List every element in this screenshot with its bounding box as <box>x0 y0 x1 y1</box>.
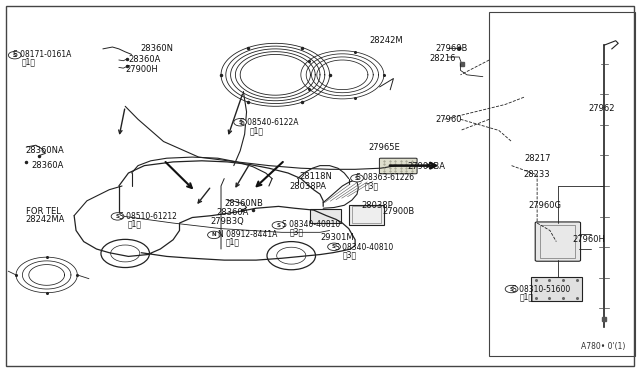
Text: 27960G: 27960G <box>528 201 561 210</box>
Text: S 08340-40810: S 08340-40810 <box>282 221 340 230</box>
Text: （1）: （1） <box>21 57 35 66</box>
Circle shape <box>207 231 220 238</box>
Text: （1）: （1） <box>225 238 239 247</box>
Circle shape <box>351 174 364 182</box>
Bar <box>531 277 582 301</box>
Text: 28360A: 28360A <box>129 55 161 64</box>
Text: S: S <box>509 286 513 292</box>
Text: 28038PA: 28038PA <box>289 182 326 191</box>
Text: S 08310-51600: S 08310-51600 <box>511 285 570 294</box>
Circle shape <box>505 285 518 293</box>
Text: A780• 0'(1): A780• 0'(1) <box>581 342 625 351</box>
Text: FOR TEL: FOR TEL <box>26 208 61 217</box>
Bar <box>349 205 384 225</box>
Text: 28233: 28233 <box>523 170 550 179</box>
Text: N: N <box>212 232 216 237</box>
Bar <box>352 206 381 223</box>
Text: 29301M: 29301M <box>320 233 354 243</box>
Text: 27965E: 27965E <box>368 142 399 151</box>
Text: N 08912-8441A: N 08912-8441A <box>218 230 277 240</box>
Bar <box>310 209 341 223</box>
Text: 27960B: 27960B <box>435 44 467 52</box>
Bar <box>540 225 575 258</box>
Text: （1）: （1） <box>250 126 264 135</box>
Text: 27962: 27962 <box>588 104 614 113</box>
Text: S: S <box>276 223 280 228</box>
Text: 28242M: 28242M <box>370 36 403 45</box>
Text: 28038P: 28038P <box>362 201 393 210</box>
Text: （3）: （3） <box>342 250 356 259</box>
FancyBboxPatch shape <box>535 222 580 261</box>
Circle shape <box>8 51 21 59</box>
Text: 28360N: 28360N <box>140 44 173 53</box>
Text: （1）: （1） <box>127 219 141 228</box>
Text: 27960H: 27960H <box>572 235 605 244</box>
Text: 27900H: 27900H <box>126 65 159 74</box>
Text: 28118N: 28118N <box>300 172 332 181</box>
Text: 27960: 27960 <box>435 115 461 124</box>
Text: 28360A: 28360A <box>216 208 249 217</box>
Text: S 08510-61212: S 08510-61212 <box>119 212 177 221</box>
FancyBboxPatch shape <box>380 158 417 174</box>
Text: （3）: （3） <box>365 182 379 190</box>
Text: S: S <box>238 120 242 125</box>
Circle shape <box>272 222 285 229</box>
Text: S 08540-6122A: S 08540-6122A <box>240 118 299 127</box>
Text: S: S <box>13 53 17 58</box>
Circle shape <box>234 119 246 126</box>
Text: （3）: （3） <box>289 228 303 237</box>
Text: S 08340-40810: S 08340-40810 <box>335 243 393 251</box>
Text: 28360NA: 28360NA <box>25 146 64 155</box>
Text: 27900BA: 27900BA <box>408 162 445 171</box>
Text: 279B3Q: 279B3Q <box>210 217 244 226</box>
Text: 28217: 28217 <box>524 154 551 163</box>
Text: S: S <box>332 244 336 249</box>
Circle shape <box>111 213 124 220</box>
Text: 28242MA: 28242MA <box>25 215 65 224</box>
Text: 28360NB: 28360NB <box>224 199 263 208</box>
Circle shape <box>328 243 340 250</box>
Text: S 08171-0161A: S 08171-0161A <box>13 50 72 59</box>
Text: S: S <box>116 214 120 219</box>
Text: （1）: （1） <box>519 292 533 301</box>
Text: S: S <box>355 176 359 181</box>
Text: 28216: 28216 <box>430 54 456 62</box>
Text: S 08363-61226: S 08363-61226 <box>356 173 415 182</box>
Text: 27900B: 27900B <box>382 208 414 217</box>
Text: 28360A: 28360A <box>31 161 64 170</box>
